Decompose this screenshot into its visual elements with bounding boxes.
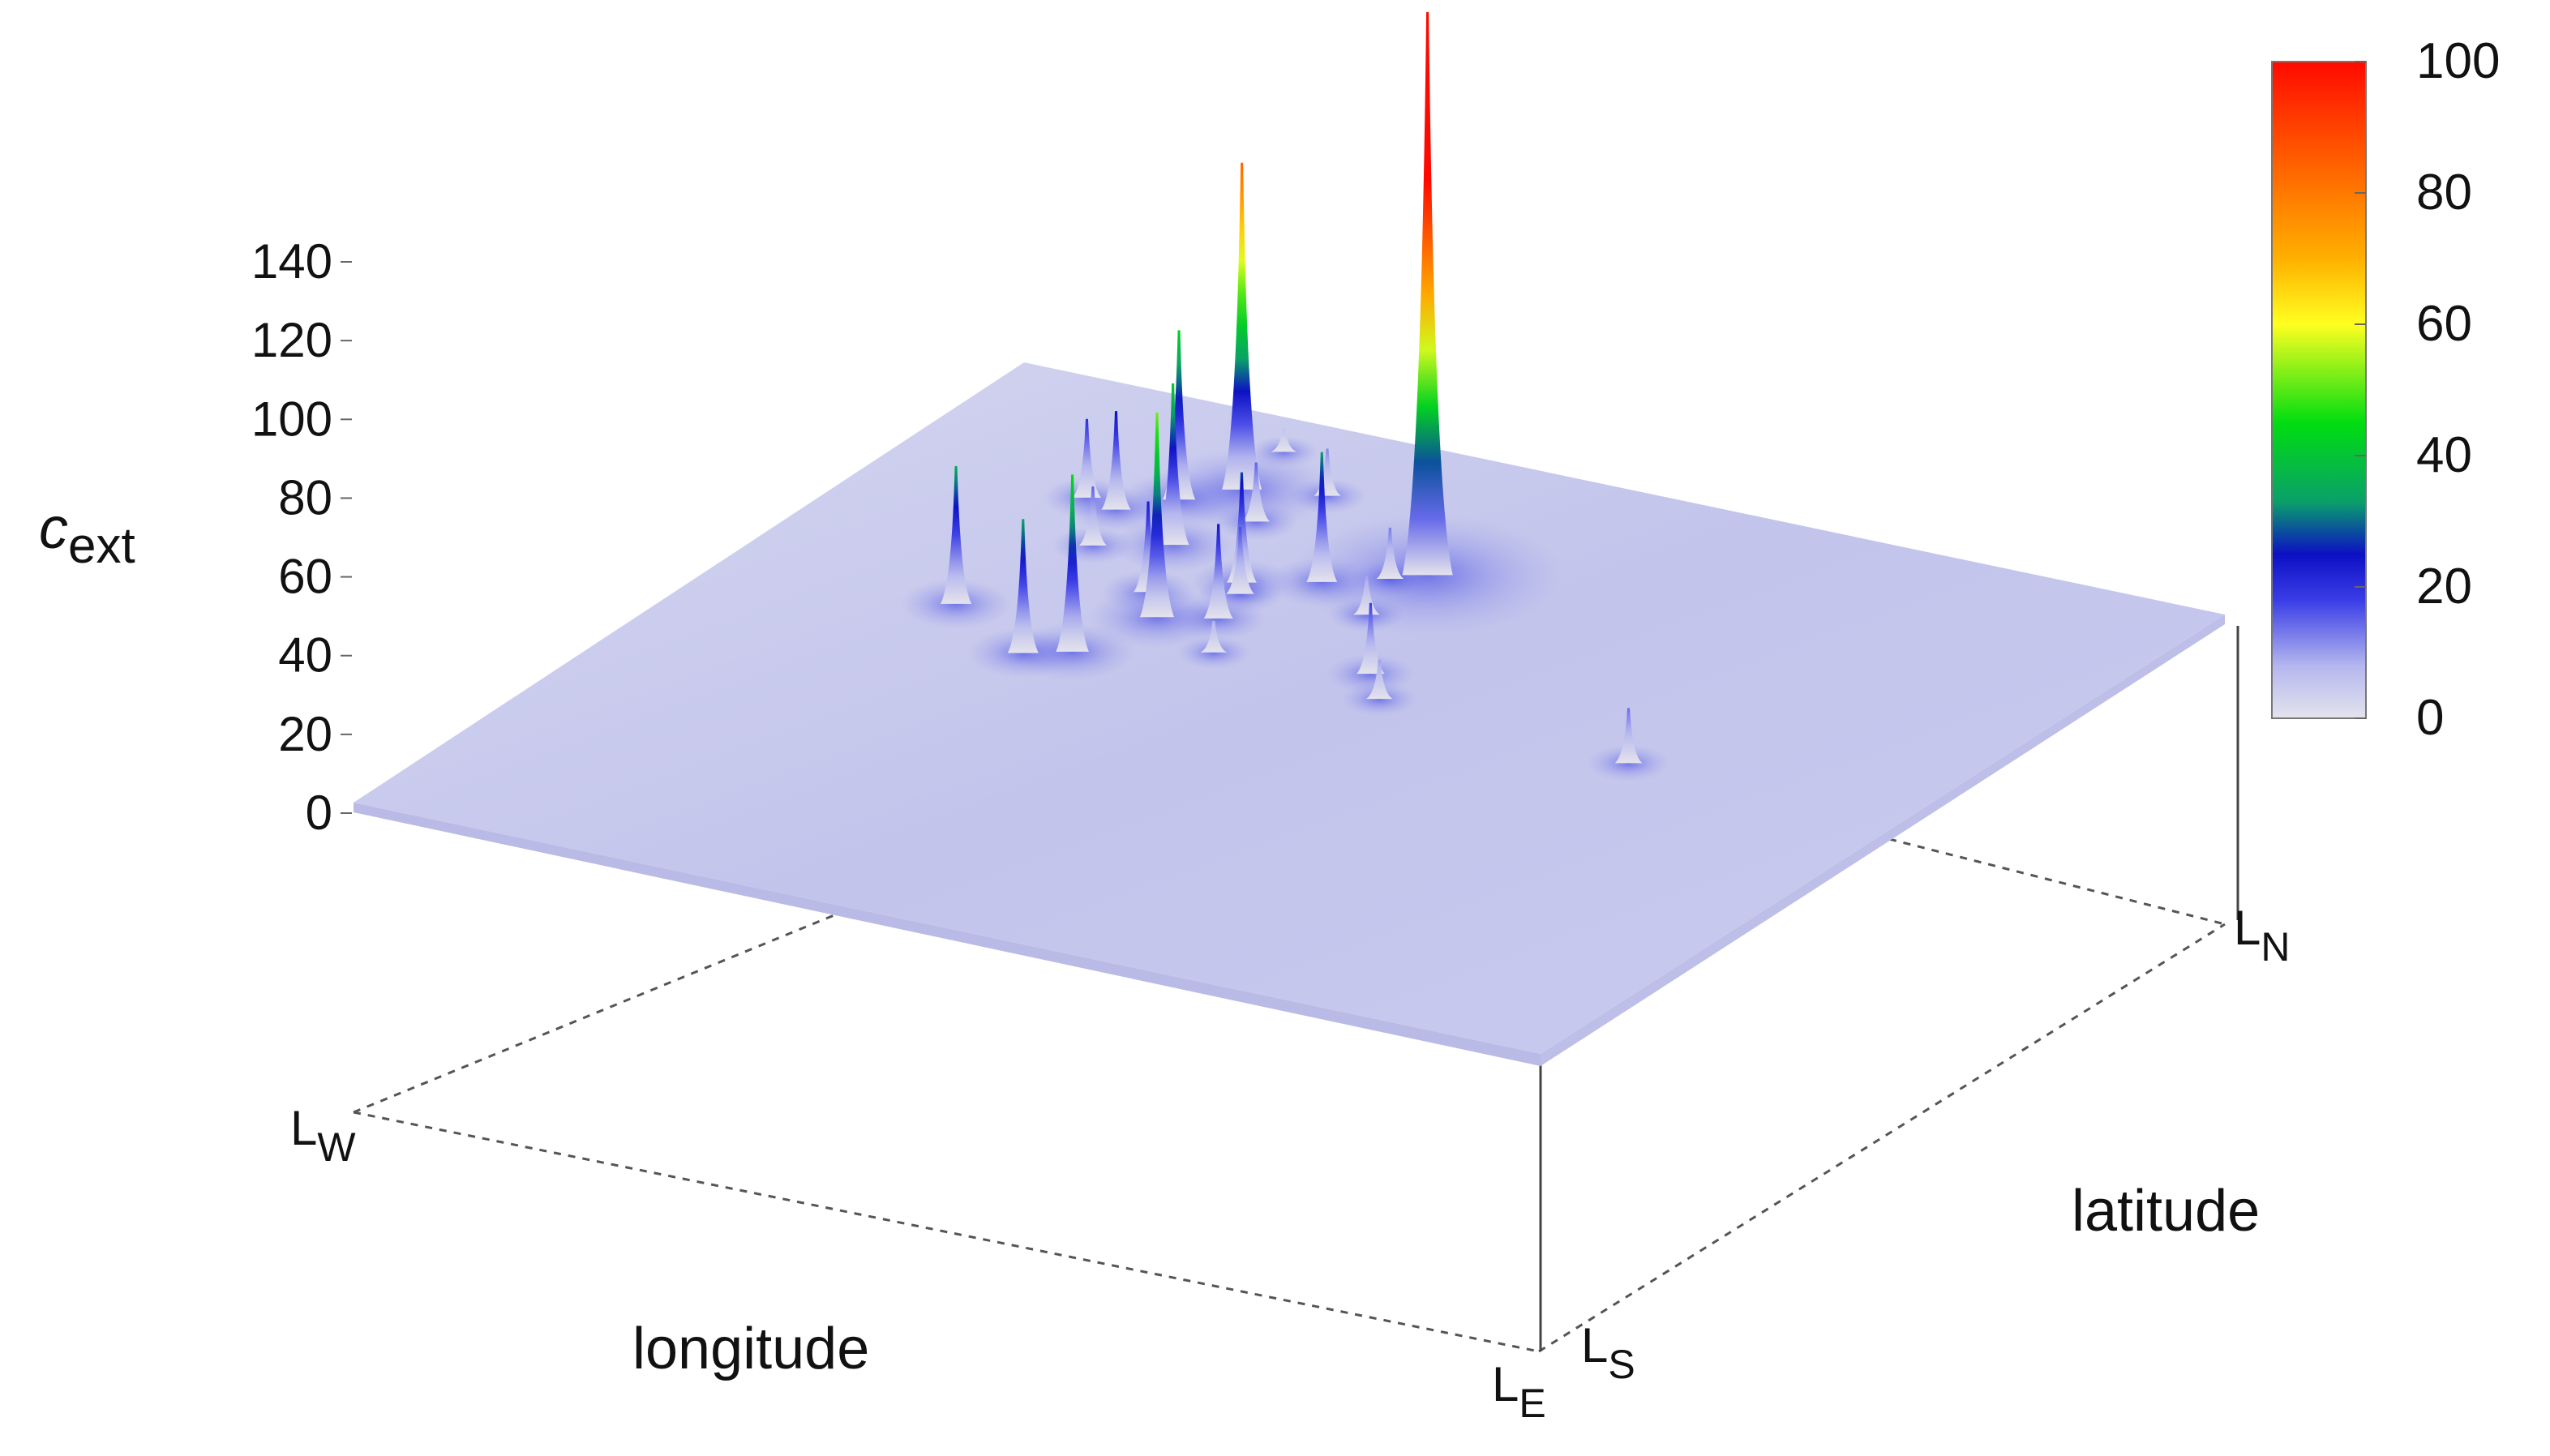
- box-edge-west-south: [353, 1111, 1540, 1353]
- corner-label-south: LS: [1581, 1318, 1635, 1387]
- peak: [1056, 474, 1089, 652]
- y-axis-label: latitude: [2072, 1179, 2260, 1244]
- peak: [1203, 524, 1233, 619]
- z-tick-label: 100: [251, 392, 332, 446]
- peak: [1139, 412, 1175, 618]
- z-tick-label: 120: [251, 313, 332, 367]
- peak: [1614, 708, 1643, 764]
- colorbar-tick-label: 20: [2416, 559, 2472, 615]
- plot-box: [353, 626, 2239, 1353]
- corner-label-west: LW: [290, 1101, 356, 1170]
- peak: [1226, 472, 1257, 583]
- colorbar-tick-label: 40: [2416, 427, 2472, 483]
- peak: [1314, 448, 1341, 496]
- box-edge-south-east: [1538, 923, 2226, 1353]
- peak: [1365, 659, 1393, 700]
- corner-label-east: LE: [1492, 1357, 1546, 1426]
- peak: [1007, 519, 1039, 653]
- peak: [1072, 418, 1102, 498]
- peak: [1226, 527, 1254, 594]
- peak: [1222, 162, 1262, 490]
- colorbar-tick-label: 100: [2416, 33, 2500, 89]
- peak: [1402, 11, 1453, 576]
- peak: [1101, 411, 1131, 510]
- peak: [1356, 602, 1385, 674]
- box-edge-north-east: [1888, 837, 2226, 926]
- z-tick-label: 40: [278, 628, 332, 683]
- peak: [1376, 527, 1404, 580]
- colorbar-rect: [2271, 61, 2367, 719]
- colorbar: 0 20 40 60 80 100: [2271, 33, 2500, 746]
- peak: [1156, 383, 1189, 546]
- peak: [1078, 486, 1107, 546]
- peak: [1134, 501, 1163, 593]
- box-edge-west-north: [353, 833, 1031, 1114]
- peaks: [940, 11, 1643, 764]
- z-axis-label: cext: [39, 496, 135, 574]
- z-tick-label: 60: [278, 550, 332, 604]
- colorbar-tick-label: 80: [2416, 165, 2472, 221]
- peak: [1242, 462, 1271, 522]
- z-tick-label: 80: [278, 470, 332, 525]
- corner-label-north: LN: [2234, 901, 2290, 970]
- z-tick-label: 0: [306, 786, 332, 840]
- peak: [1271, 428, 1297, 452]
- z-tick-label: 140: [251, 234, 332, 289]
- colorbar-tick-label: 60: [2416, 296, 2472, 352]
- z-axis: 0 20 40 60 80 100 120 140: [251, 234, 352, 840]
- peak: [1306, 452, 1338, 582]
- z-tick-label: 20: [278, 707, 332, 761]
- x-axis-label: longitude: [632, 1317, 869, 1381]
- peak: [940, 465, 972, 604]
- peak: [1352, 575, 1380, 615]
- colorbar-tick-label: 0: [2416, 690, 2444, 746]
- surface-plane: [354, 362, 2225, 1054]
- surface-front-edge: [354, 803, 1541, 1066]
- surface-right-edge: [1541, 615, 2225, 1066]
- peak: [1200, 620, 1228, 653]
- colorbar-ticks: 0 20 40 60 80 100: [2355, 33, 2500, 746]
- peak: [1162, 330, 1196, 500]
